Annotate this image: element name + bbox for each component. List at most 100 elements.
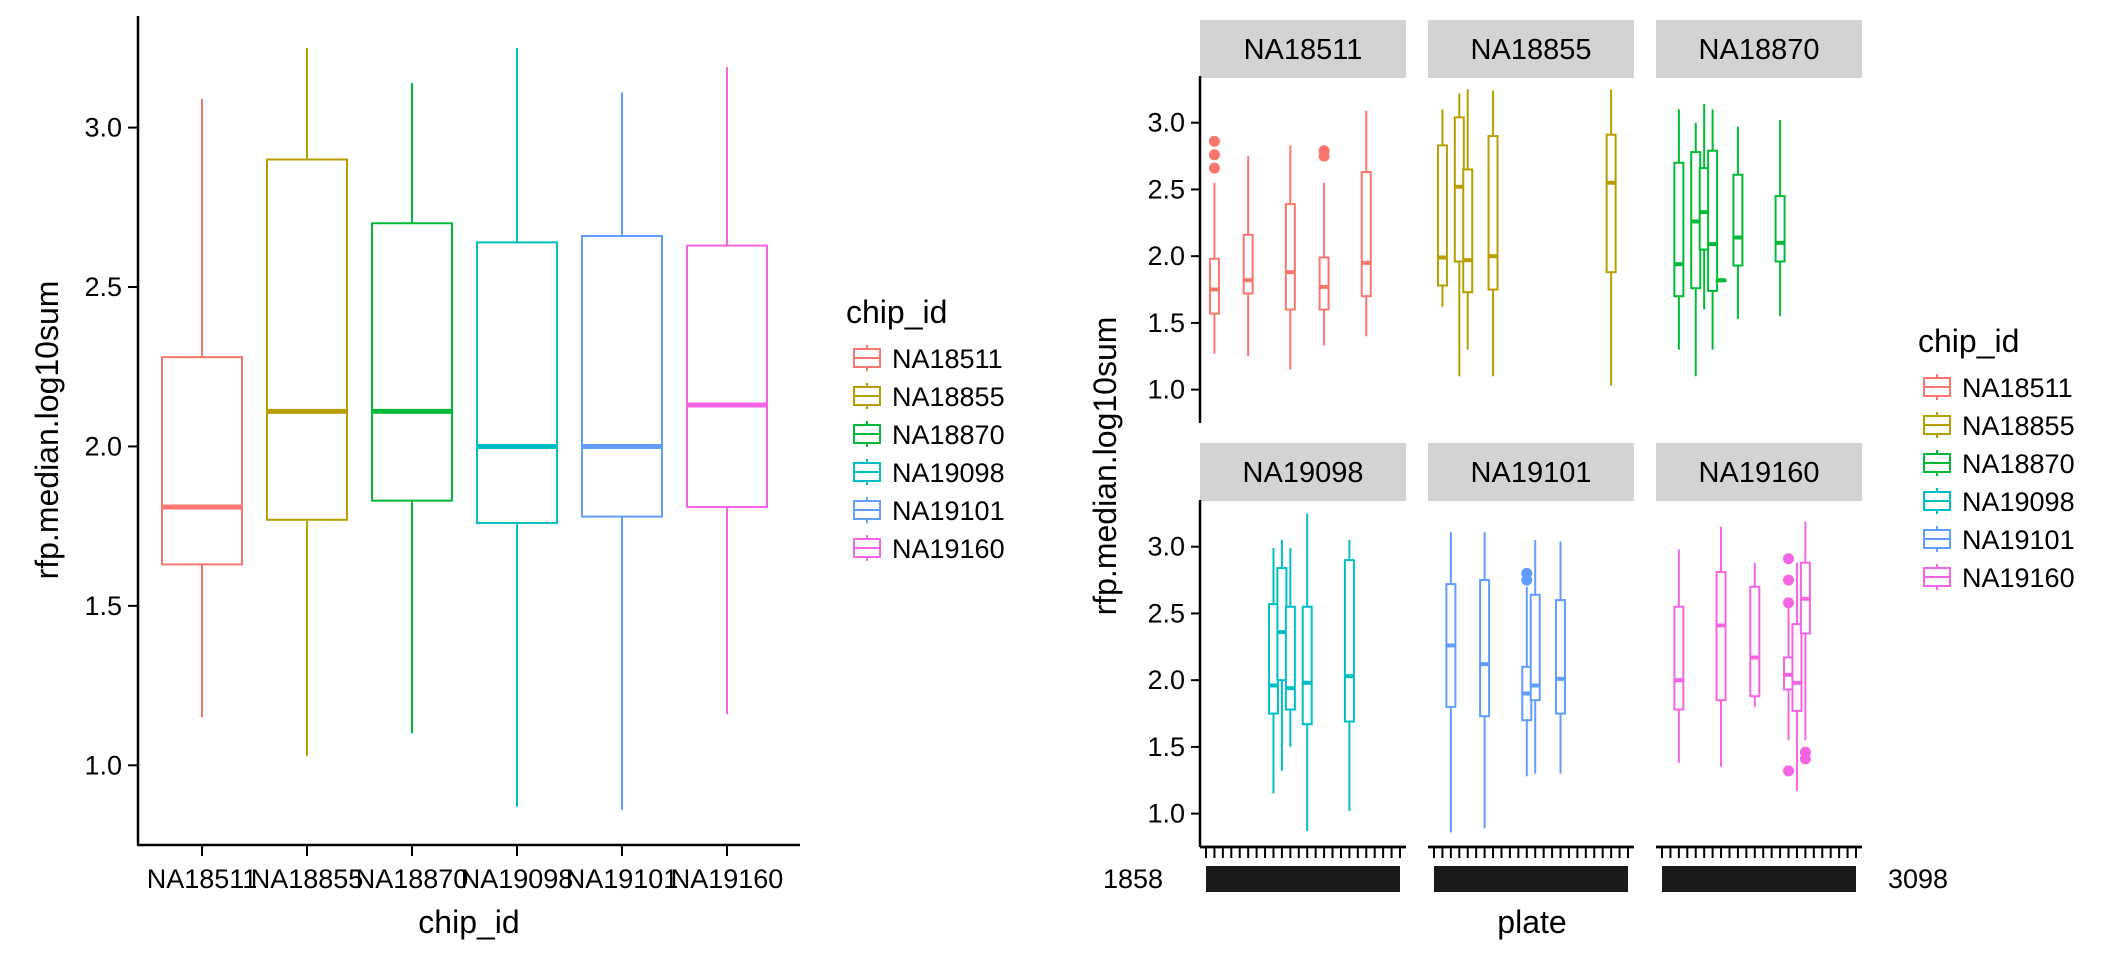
- facet-box-rect: [1732, 173, 1744, 267]
- left-legend-item-NA19098: NA19098: [853, 458, 1005, 488]
- facet-strip-label: NA18870: [1699, 34, 1820, 66]
- facet-box: [1242, 156, 1254, 357]
- left-y-tick-label: 3.0: [84, 113, 122, 143]
- facet-box: [1529, 540, 1541, 774]
- left-y-ticks: 1.0 1.5 2.0 2.5 3.0: [84, 113, 138, 780]
- left-legend-label: NA19098: [892, 458, 1005, 488]
- facet-strip: [1200, 20, 1406, 78]
- left-x-tick-label: NA18855: [251, 864, 364, 894]
- facet-box-rect: [1242, 233, 1254, 295]
- facet-box: [1774, 120, 1786, 317]
- right-legend-item-NA18855: NA18855: [1923, 411, 2075, 441]
- left-x-tick-label: NA19101: [566, 864, 679, 894]
- left-box-rect: [476, 241, 558, 524]
- facet-y-tick-label: 3.0: [1147, 108, 1185, 138]
- facet-box: [1715, 526, 1727, 767]
- facet-box: [1360, 110, 1372, 337]
- right-x-axis-title: plate: [1497, 904, 1566, 940]
- facet-strip: [1656, 20, 1862, 78]
- left-box-rect: [581, 235, 663, 518]
- facet-x-tick-label-clutter: [1206, 866, 1400, 892]
- facet-outlier-point: [1208, 162, 1220, 174]
- facet-strip-label: NA19160: [1699, 457, 1820, 489]
- facet-box: [1605, 89, 1617, 386]
- left-legend-label: NA19101: [892, 496, 1005, 526]
- facet-box: [1707, 109, 1719, 350]
- left-x-tick-label: NA19098: [461, 864, 574, 894]
- right-legend: chip_id NA18511 NA18855 NA18870 NA19098 NA19…: [1918, 323, 2075, 593]
- facet-box: [1462, 89, 1474, 350]
- right-legend-label: NA18511: [1962, 373, 2073, 403]
- facet-y-tick-label: 1.0: [1147, 375, 1185, 405]
- facet-box: [1436, 109, 1448, 307]
- facet-box: [1799, 521, 1811, 765]
- facet-box: [1453, 93, 1465, 377]
- facet-box-rect: [1284, 203, 1296, 311]
- facet-box-rect: [1791, 623, 1803, 712]
- left-box-rect: [161, 356, 243, 566]
- facet-panel-NA19098: NA19098 1.0 1.5 2.0 2.5 3.0: [1147, 443, 1406, 892]
- left-legend-label: NA18511: [892, 344, 1003, 374]
- facet-box-rect: [1479, 579, 1491, 718]
- facet-box-rect: [1673, 605, 1685, 711]
- facet-strip-label: NA18511: [1244, 34, 1363, 66]
- facet-y-tick-label: 1.5: [1147, 308, 1185, 338]
- left-boxes: [161, 47, 768, 810]
- left-box-NA19098: [476, 47, 558, 807]
- facet-box: [1208, 135, 1220, 354]
- left-box-rect: [266, 158, 348, 521]
- left-x-axis-title: chip_id: [418, 904, 519, 940]
- facet-box: [1318, 145, 1330, 346]
- facet-box: [1284, 548, 1296, 747]
- facet-box: [1479, 532, 1491, 829]
- facet-x-tick-label-clutter: [1662, 866, 1856, 892]
- left-x-ticks: NA18511NA18855NA18870NA19098NA19101NA191…: [147, 845, 783, 894]
- left-y-tick-label: 2.0: [84, 431, 122, 461]
- facet-box-rect: [1360, 171, 1372, 298]
- facet-box-rect: [1208, 257, 1220, 315]
- facet-outlier-point: [1783, 597, 1795, 609]
- right-legend-label: NA18855: [1962, 411, 2075, 441]
- left-legend: chip_id NA18511 NA18855 NA18870 NA19098 NA19…: [846, 294, 1005, 564]
- facet-box: [1445, 532, 1457, 833]
- right-x-edge-tick-left: 1858: [1103, 864, 1163, 894]
- left-y-tick-label: 1.5: [84, 591, 122, 621]
- right-legend-item-NA18870: NA18870: [1923, 449, 2075, 479]
- facet-box-rect: [1774, 195, 1786, 263]
- facet-panel-NA19101: NA19101: [1428, 443, 1634, 892]
- facet-strip-label: NA18855: [1471, 34, 1592, 66]
- facet-strip: [1428, 20, 1634, 78]
- facet-y-tick-label: 2.5: [1147, 598, 1185, 628]
- facet-box-rect: [1529, 593, 1541, 702]
- right-legend-label: NA19101: [1962, 525, 2075, 555]
- facet-outlier-point: [1208, 149, 1220, 161]
- right-y-axis-title: rfp.median.log10sum: [1087, 317, 1123, 616]
- left-legend-item-NA19160: NA19160: [853, 534, 1005, 564]
- facet-box-rect: [1436, 144, 1448, 287]
- facet-y-tick-label: 2.5: [1147, 174, 1185, 204]
- left-x-tick-label: NA18511: [147, 864, 258, 894]
- left-legend-label: NA18855: [892, 382, 1005, 412]
- facet-box: [1715, 278, 1727, 283]
- right-x-edge-tick-right: 3098: [1888, 864, 1948, 894]
- right-legend-label: NA19098: [1962, 487, 2075, 517]
- facet-strip: [1200, 443, 1406, 501]
- facet-box-rect: [1555, 599, 1567, 715]
- facet-strip-label: NA19098: [1243, 457, 1364, 489]
- left-y-axis-title: rfp.median.log10sum: [29, 281, 65, 580]
- left-box-rect: [686, 244, 768, 509]
- left-legend-label: NA18870: [892, 420, 1005, 450]
- right-legend-item-NA18511: NA18511: [1923, 373, 2073, 403]
- left-legend-item-NA19101: NA19101: [853, 496, 1005, 526]
- facet-outlier-point: [1521, 567, 1533, 579]
- right-faceted-boxplot-chart: NA18511 1.0 1.5 2.0 2.5 3.0 NA18855 NA18870 NA19…: [1087, 20, 2075, 940]
- left-legend-item-NA18855: NA18855: [853, 382, 1005, 412]
- facet-box-rect: [1462, 168, 1474, 294]
- facet-x-tick-label-clutter: [1434, 866, 1628, 892]
- facet-box: [1301, 513, 1313, 831]
- facet-box-rect: [1343, 559, 1355, 723]
- facet-box-rect: [1487, 135, 1499, 291]
- left-legend-label: NA19160: [892, 534, 1005, 564]
- facet-y-tick-label: 1.0: [1147, 799, 1185, 829]
